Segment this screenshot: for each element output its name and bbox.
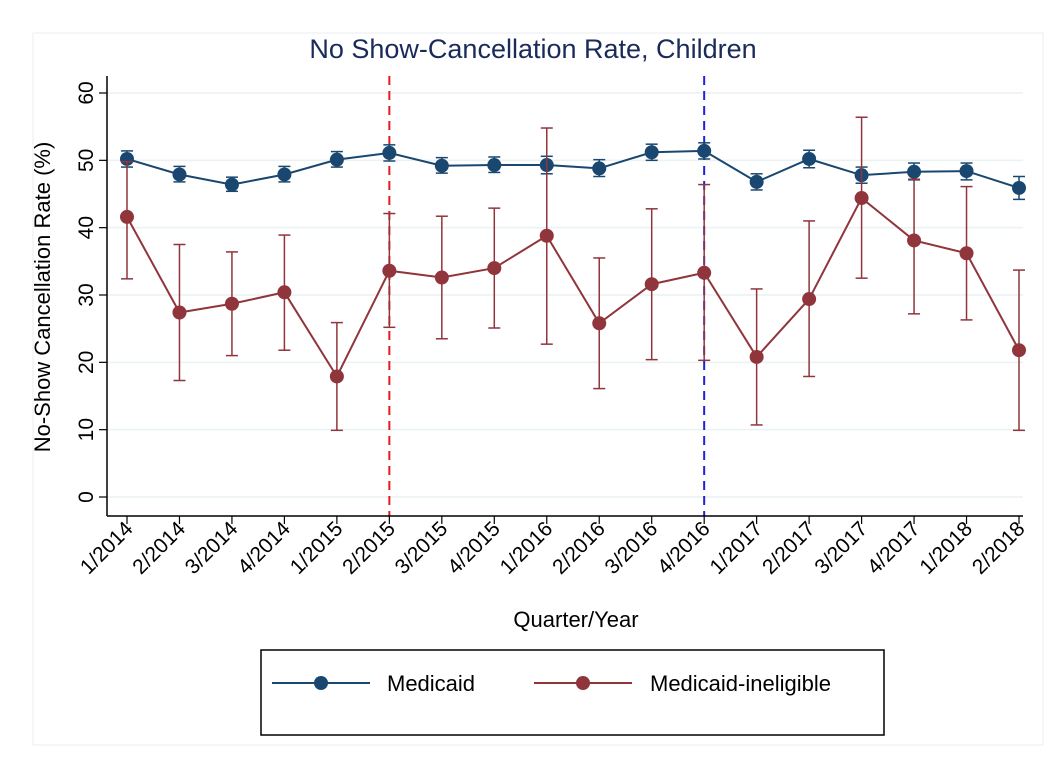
medicaid-ineligible-point — [277, 285, 292, 300]
medicaid-ineligible-point — [382, 263, 397, 278]
medicaid-point — [802, 151, 817, 166]
medicaid-point — [1012, 180, 1026, 195]
y-tick-label: 30 — [75, 283, 98, 306]
medicaid-point — [277, 167, 292, 182]
medicaid-point — [224, 177, 239, 192]
medicaid-ineligible-point — [907, 233, 922, 248]
y-tick-label: 20 — [75, 351, 98, 374]
medicaid-point — [749, 174, 764, 189]
medicaid-ineligible-point — [224, 296, 239, 311]
medicaid-point — [120, 151, 134, 166]
medicaid-ineligible-point — [120, 209, 134, 224]
y-tick-label: 10 — [75, 418, 98, 441]
legend-ineligible-marker — [576, 676, 590, 690]
medicaid-ineligible-point — [539, 228, 554, 243]
medicaid-ineligible-point — [644, 277, 659, 292]
y-tick-label: 0 — [75, 491, 98, 503]
medicaid-point — [697, 143, 712, 158]
medicaid-series-line — [126, 149, 1020, 189]
medicaid-point — [382, 145, 397, 160]
x-axis-label: Quarter/Year — [513, 607, 638, 632]
medicaid-ineligible-point — [854, 191, 869, 206]
medicaid-point — [434, 158, 449, 173]
medicaid-ineligible-point — [172, 305, 187, 320]
medicaid-ineligible-point — [487, 261, 502, 276]
chart-title: No Show-Cancellation Rate, Children — [309, 34, 756, 64]
medicaid-point — [487, 158, 502, 173]
medicaid-ineligible-point — [697, 265, 712, 280]
legend-ineligible-label: Medicaid-ineligible — [650, 671, 831, 696]
medicaid-ineligible-point — [329, 369, 344, 384]
y-axis-label: No-Show Cancellation Rate (%) — [30, 142, 55, 453]
y-tick-label: 40 — [75, 216, 98, 239]
legend-box — [260, 649, 885, 736]
legend-medicaid-label: Medicaid — [387, 671, 475, 696]
medicaid-point — [592, 161, 607, 176]
medicaid-point — [959, 164, 974, 179]
medicaid-ineligible-point — [802, 292, 817, 307]
medicaid-ineligible-point — [959, 246, 974, 261]
medicaid-point — [644, 145, 659, 160]
y-tick-label: 60 — [75, 81, 98, 104]
y-tick-label: 50 — [75, 149, 98, 172]
medicaid-ineligible-point — [1012, 343, 1026, 358]
legend-medicaid-marker — [314, 676, 328, 690]
medicaid-ineligible-series-line — [126, 196, 1020, 379]
medicaid-ineligible-point — [434, 270, 449, 285]
figure-frame — [32, 32, 1044, 746]
medicaid-point — [172, 167, 187, 182]
legend: Medicaid Medicaid-ineligible — [260, 649, 885, 736]
medicaid-point — [329, 152, 344, 167]
medicaid-ineligible-point — [749, 349, 764, 364]
medicaid-ineligible-point — [592, 316, 607, 331]
medicaid-point — [907, 164, 922, 179]
